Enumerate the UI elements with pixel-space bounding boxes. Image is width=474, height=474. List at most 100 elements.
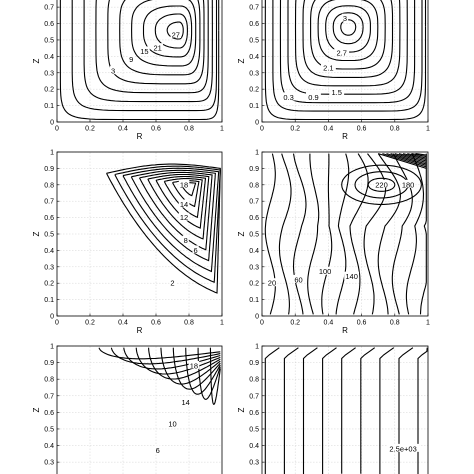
y-tick-label: 0.6 [44, 215, 54, 222]
contour-line [83, 0, 213, 103]
contour-label: 60 [294, 275, 302, 284]
contour-label-bg [109, 66, 117, 75]
panel-bottom-right: 2.5e+031.5e+035002.5e0.30.40.50.60.70.80… [237, 344, 429, 474]
contour-line [321, 153, 333, 315]
contour-line [163, 178, 203, 219]
contour-line [332, 12, 364, 45]
contour-label: 8 [184, 236, 188, 245]
y-tick-label: 0.2 [249, 281, 259, 288]
contour-label-bg [387, 443, 420, 452]
y-tick-label: 0.4 [44, 54, 54, 61]
y-tick-label: 0.5 [44, 232, 54, 239]
contour-line [279, 0, 416, 104]
contour-label: 9 [129, 55, 133, 64]
contour-label-bg [128, 54, 135, 63]
x-tick-label: 0.4 [324, 126, 334, 133]
contour-label: 3 [343, 14, 347, 23]
x-tick-label: 0.6 [151, 320, 161, 327]
plot-frame [56, 345, 223, 474]
contour-label: 0.9 [308, 93, 318, 102]
contour-line [398, 347, 414, 474]
contour-label-bg [341, 13, 349, 22]
contour-line [302, 0, 394, 78]
y-axis-label: Z [32, 58, 41, 63]
y-tick-label: 0.9 [249, 360, 259, 367]
contour-line [405, 153, 425, 315]
contour-line [340, 19, 357, 36]
contour-label: 1.5 [331, 88, 341, 97]
y-tick-label: 0.5 [249, 37, 259, 44]
y-tick-label: 0.5 [249, 426, 259, 433]
contour-line [154, 13, 188, 49]
y-axis-label: Z [32, 407, 41, 412]
contour-label: 0.3 [283, 93, 293, 102]
x-tick-label: 0.4 [118, 320, 128, 327]
contour-label: 20 [268, 279, 276, 288]
contour-line [335, 153, 350, 315]
contour-line [264, 153, 276, 315]
contour-line [283, 347, 299, 474]
contour-line [407, 153, 427, 159]
x-axis-label: R [342, 132, 348, 141]
x-tick-label: 0.8 [184, 320, 194, 327]
x-tick-label: 0.4 [118, 126, 128, 133]
contour-line [292, 153, 307, 315]
contour-line [122, 167, 220, 273]
contour-line [160, 347, 221, 385]
y-tick-label: 0.6 [44, 21, 54, 28]
y-tick-label: 0 [255, 314, 259, 321]
contour-line [172, 347, 221, 390]
y-tick-label: 0 [50, 314, 54, 321]
x-tick-label: 1 [426, 126, 430, 133]
contour-line [209, 347, 221, 405]
contour-line [378, 153, 427, 169]
contour-line [360, 347, 376, 474]
contour-label-bg [320, 62, 336, 71]
contour-label-bg [152, 43, 163, 52]
contour-line [386, 153, 427, 166]
y-axis-label: Z [237, 58, 246, 63]
contour-line [142, 5, 193, 58]
x-tick-label: 0.6 [151, 126, 161, 133]
y-axis-label: Z [237, 407, 246, 412]
contour-line [322, 347, 337, 474]
y-tick-label: 0.6 [249, 215, 259, 222]
contour-label: 2.5e+03 [389, 444, 416, 453]
contour-line [398, 153, 427, 162]
y-tick-label: 0.1 [249, 103, 259, 110]
y-tick-label: 0 [50, 120, 54, 127]
contour-label: 100 [319, 267, 332, 276]
contour-label: 2 [170, 279, 174, 288]
contour-label: 14 [182, 398, 190, 407]
x-axis-label: R [137, 326, 143, 335]
y-tick-label: 0.8 [44, 182, 54, 189]
x-tick-label: 0.2 [290, 320, 300, 327]
contour-line [130, 169, 216, 262]
contour-line [349, 153, 369, 315]
y-tick-label: 0.6 [44, 410, 54, 417]
y-tick-label: 0.1 [249, 297, 259, 304]
x-tick-label: 0.8 [390, 320, 400, 327]
x-tick-label: 0.2 [290, 126, 300, 133]
contour-label: 2.7 [336, 49, 346, 58]
contour-label: 6 [194, 246, 198, 255]
contour-line [287, 0, 408, 95]
contour-line [139, 171, 213, 251]
contour-label-bg [178, 179, 190, 188]
y-tick-label: 0.7 [249, 393, 259, 400]
x-tick-label: 0.8 [390, 126, 400, 133]
y-tick-label: 0.2 [249, 87, 259, 94]
contour-line [59, 0, 220, 121]
contour-line [71, 0, 218, 112]
contour-label: 3 [111, 67, 115, 76]
contour-line [390, 153, 427, 165]
contour-label-bg [182, 235, 189, 244]
contour-line [106, 163, 221, 294]
y-tick-label: 1 [255, 344, 259, 351]
y-tick-label: 0.2 [44, 87, 54, 94]
x-tick-label: 1 [220, 320, 224, 327]
panel-top-left: 3 9 15 21 27 0 0.1 0.2 0.3 0.4 0.5 0.6 0.7 0 0.2 0.4 0.6… [32, 0, 224, 141]
y-tick-label: 0.3 [249, 70, 259, 77]
contour-line [264, 347, 280, 474]
y-tick-label: 0.7 [44, 393, 54, 400]
